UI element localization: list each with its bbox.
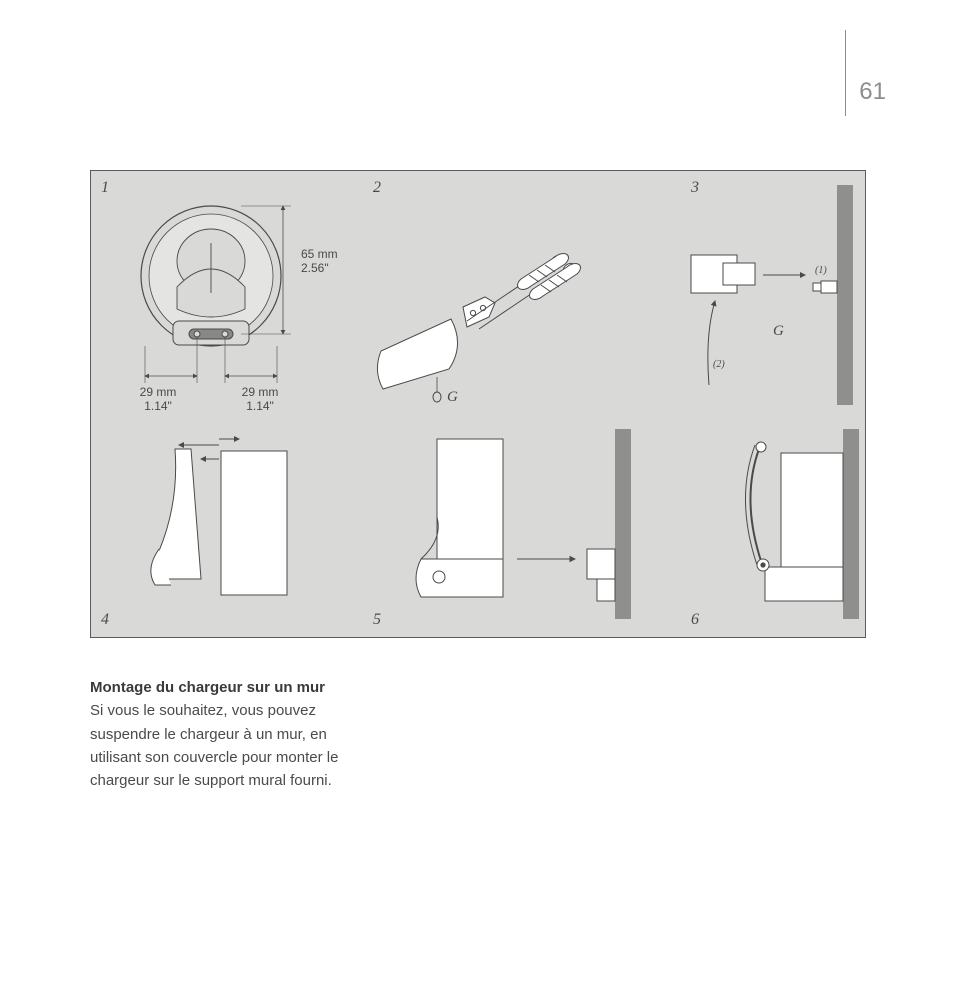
step3-note1: (1) xyxy=(815,265,827,276)
section-heading: Montage du chargeur sur un mur xyxy=(90,679,325,696)
step6-figure xyxy=(671,429,871,619)
dim-left-mm: 29 mm xyxy=(133,385,183,399)
step3-G-label: G xyxy=(773,323,784,340)
step-label-1: 1 xyxy=(101,179,109,197)
step3-figure xyxy=(661,185,861,405)
step-label-5: 5 xyxy=(373,611,381,629)
dim-right-mm: 29 mm xyxy=(235,385,285,399)
dim-vert-mm: 65 mm xyxy=(301,247,338,261)
dim-vert-in: 2.56" xyxy=(301,261,338,275)
page-number: 61 xyxy=(859,78,886,106)
body-text-block: Montage du chargeur sur un mur Si vous l… xyxy=(90,676,350,792)
section-body: Si vous le souhaitez, vous pouvez suspen… xyxy=(90,702,338,789)
step-label-4: 4 xyxy=(101,611,109,629)
step3-note2: (2) xyxy=(713,359,725,370)
step5-figure xyxy=(391,429,651,619)
step2-figure xyxy=(371,201,631,411)
instruction-diagram: 1 2 3 4 5 6 xyxy=(90,170,866,638)
page-margin-rule xyxy=(845,30,846,116)
step4-figure xyxy=(131,429,341,619)
step2-G-label: G xyxy=(447,389,458,406)
step-label-2: 2 xyxy=(373,179,381,197)
dim-right-in: 1.14" xyxy=(235,399,285,413)
step1-figure xyxy=(111,191,361,411)
dim-left-in: 1.14" xyxy=(133,399,183,413)
